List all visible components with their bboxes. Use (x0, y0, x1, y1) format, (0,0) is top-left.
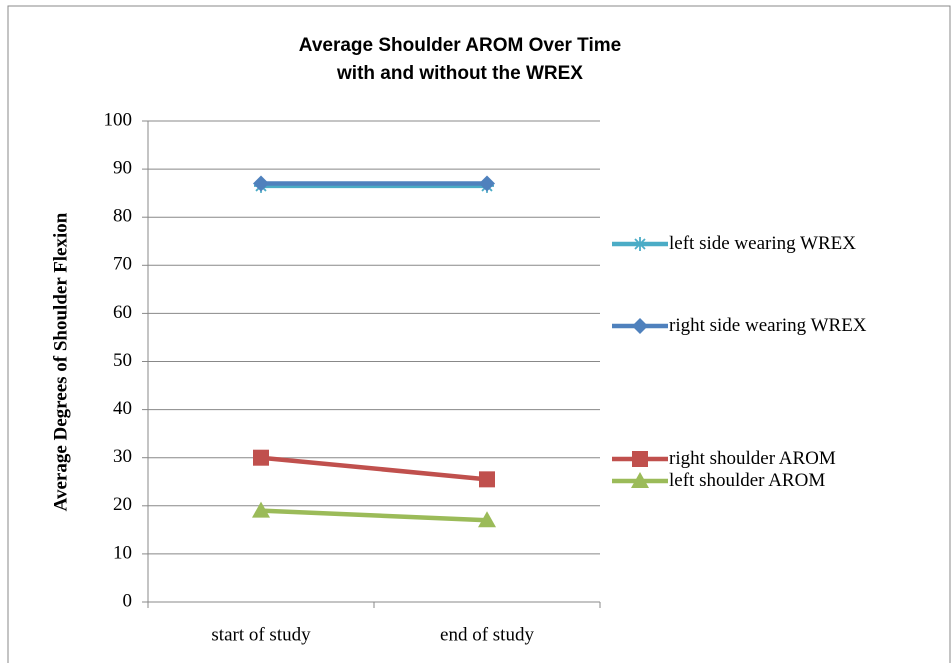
y-axis-label: Average Degrees of Shoulder Flexion (50, 212, 71, 511)
x-tick-label: start of study (211, 624, 311, 645)
series-line (260, 455, 488, 482)
marker (253, 449, 269, 466)
marker (479, 175, 495, 192)
y-tick-label: 70 (113, 254, 132, 275)
y-tick-label: 50 (113, 350, 132, 371)
marker (479, 471, 495, 488)
marker (633, 237, 647, 251)
marker (253, 175, 269, 192)
marker (631, 472, 649, 488)
legend-label: left side wearing WREX (669, 233, 856, 254)
y-tick-label: 40 (113, 398, 132, 419)
y-tick-label: 20 (113, 494, 132, 515)
marker (252, 501, 270, 518)
legend-label: right shoulder AROM (669, 448, 836, 469)
marker (632, 451, 648, 467)
chart-frame (7, 5, 951, 663)
chart-title: Average Shoulder AROM Over Time with and… (298, 35, 622, 84)
series-line (260, 508, 488, 523)
x-tick-label: end of study (440, 624, 534, 645)
marker (632, 318, 648, 334)
marker (478, 511, 496, 528)
y-tick-label: 0 (123, 590, 133, 611)
y-tick-label: 30 (113, 446, 132, 467)
y-tick-label: 10 (113, 542, 132, 563)
y-tick-label: 80 (113, 206, 132, 227)
legend-label: right side wearing WREX (669, 315, 867, 336)
legend-label: left shoulder AROM (669, 470, 826, 491)
y-tick-label: 60 (113, 302, 132, 323)
y-tick-label: 100 (104, 109, 133, 130)
y-tick-label: 90 (113, 157, 132, 178)
